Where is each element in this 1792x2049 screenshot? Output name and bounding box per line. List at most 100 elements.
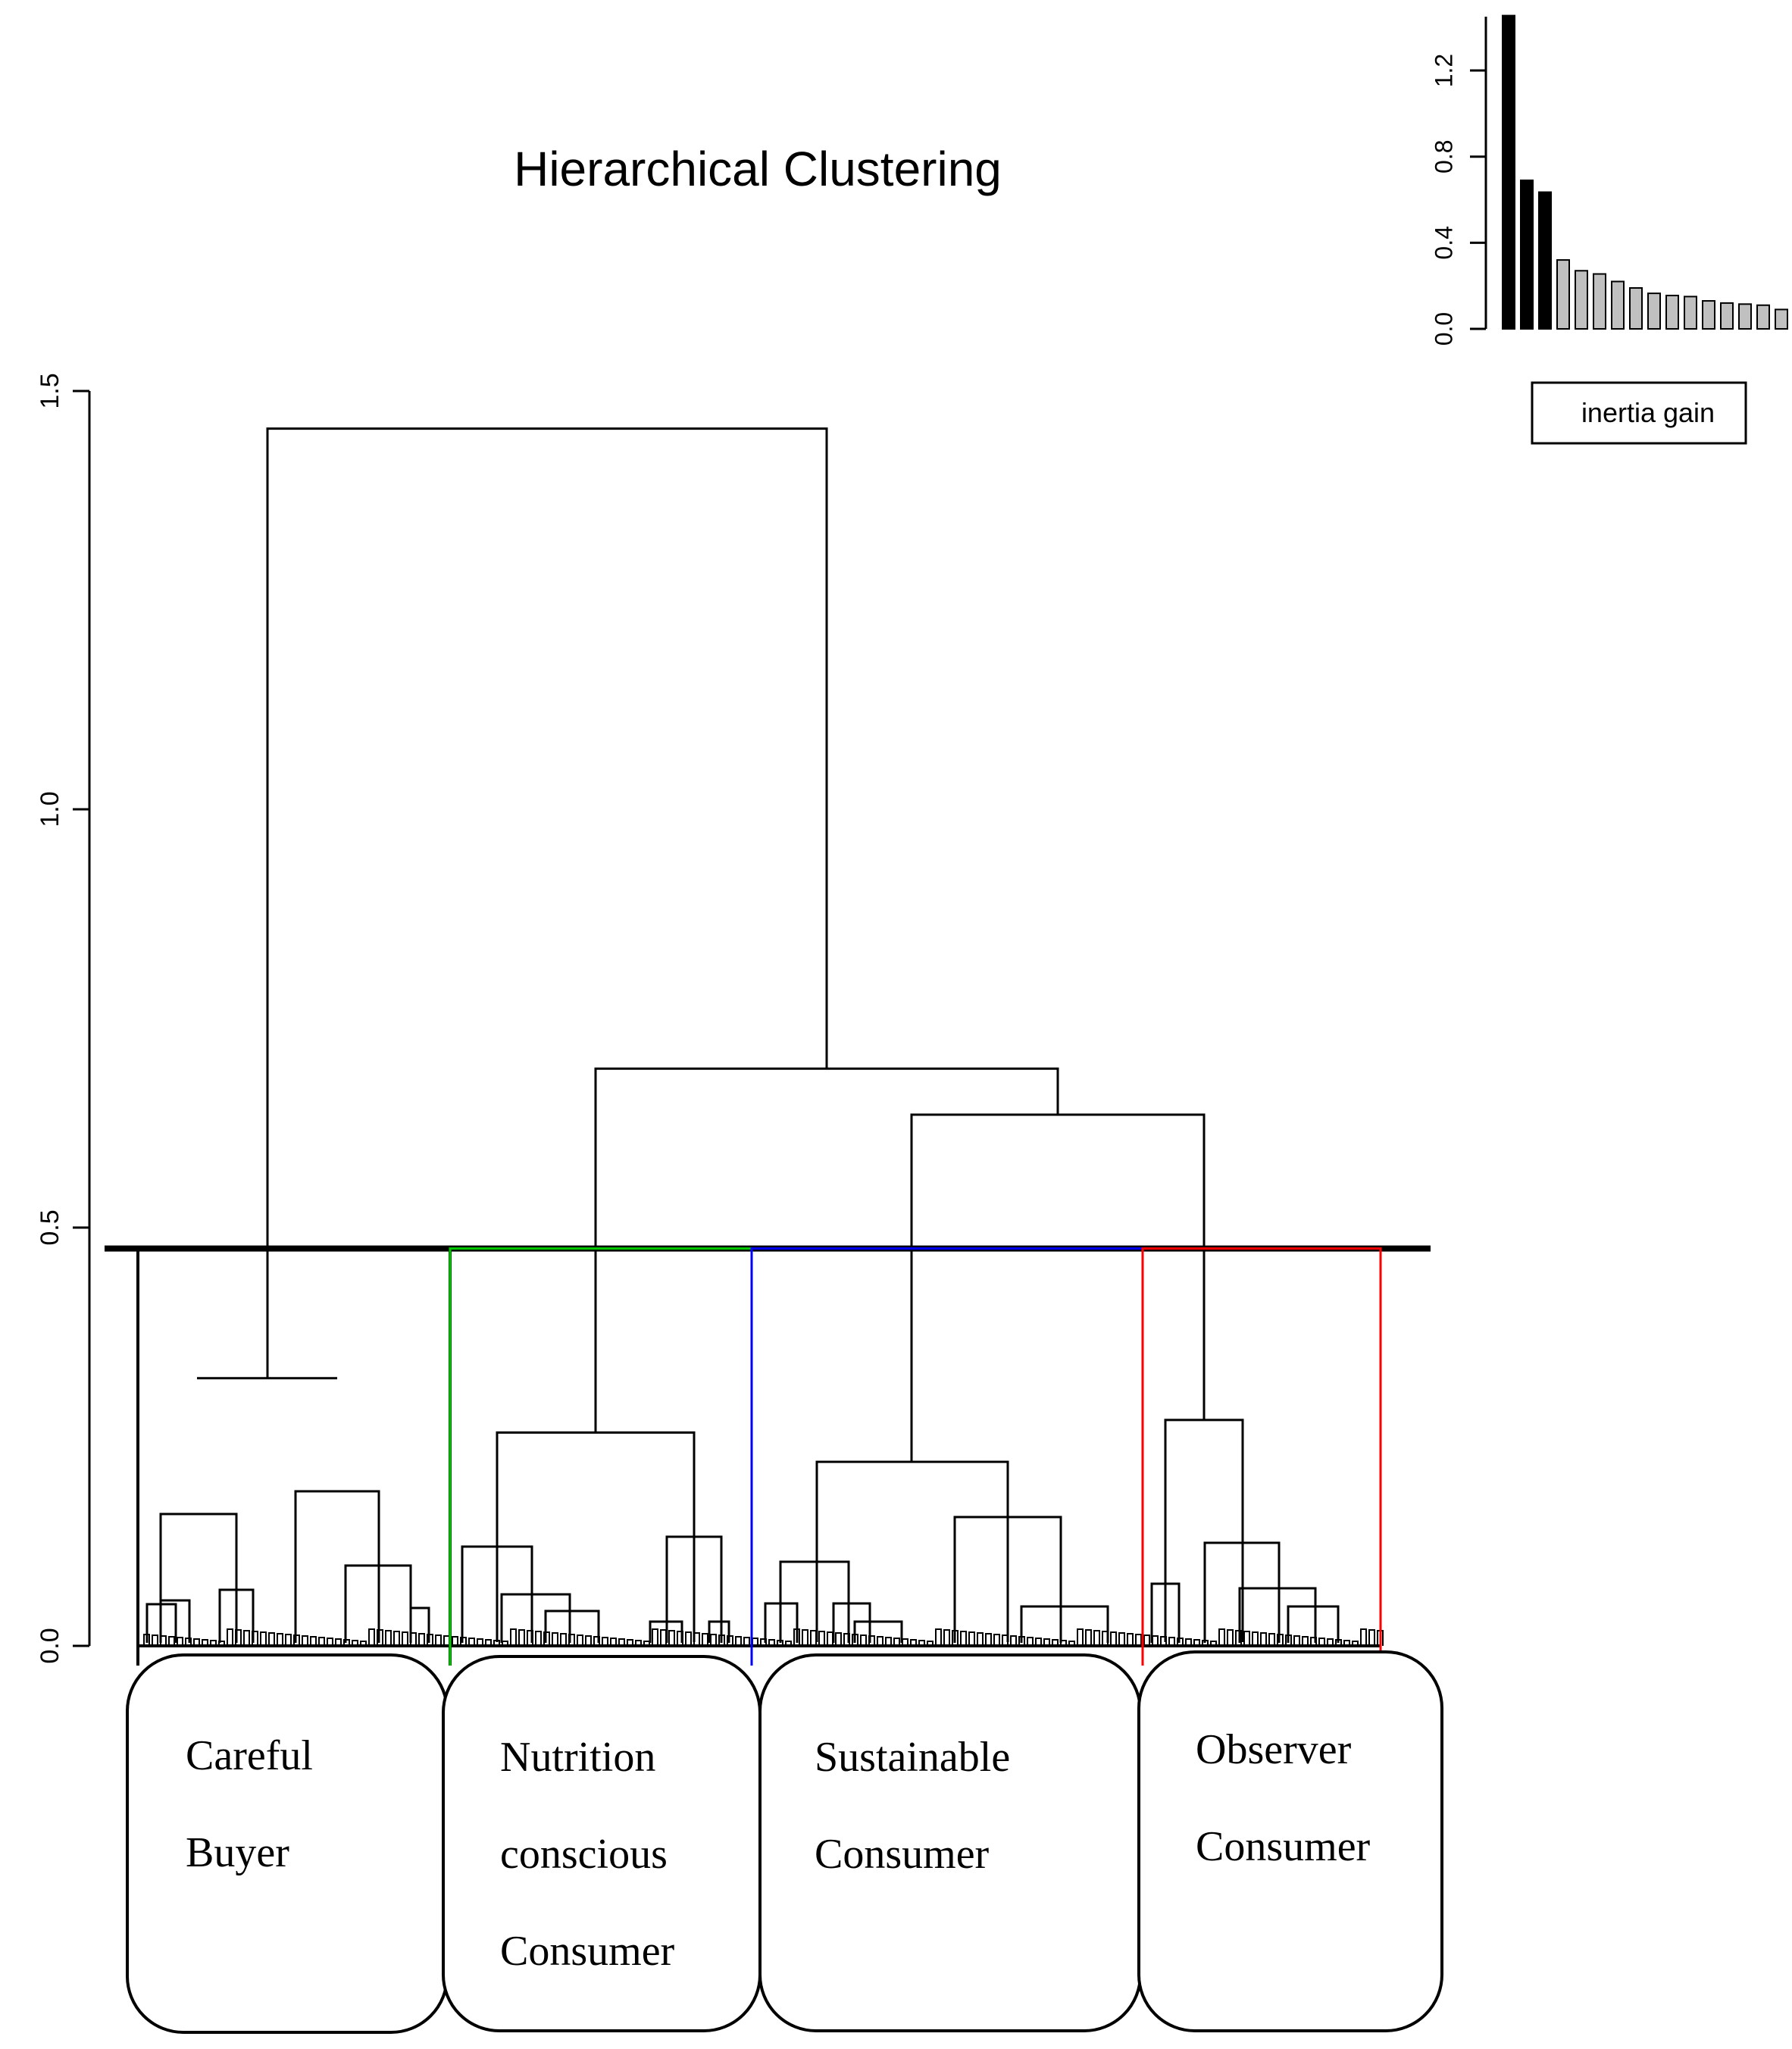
leaf-link [685, 1631, 692, 1646]
leaf-link [1327, 1638, 1334, 1646]
leaf-link [1318, 1638, 1325, 1646]
cluster-label-line: conscious [500, 1831, 668, 1878]
leaf-link [385, 1630, 392, 1646]
leaf-link [202, 1639, 208, 1646]
leaf-link [760, 1638, 767, 1646]
leaf-link [1018, 1636, 1025, 1646]
inset-y-tick-label: 0.0 [1430, 312, 1457, 346]
subcluster-link [145, 1603, 177, 1643]
subcluster-link [853, 1620, 903, 1643]
merge-sustainable-observer-link [910, 1113, 1206, 1462]
leaf-link [268, 1632, 275, 1646]
leaf-link [1035, 1638, 1042, 1646]
leaf-link [960, 1631, 967, 1646]
leaf-link [1068, 1641, 1075, 1646]
leaf-link [593, 1636, 600, 1646]
leaf-link [660, 1629, 667, 1646]
leaf-link [260, 1631, 267, 1646]
leaf-link [1202, 1640, 1209, 1646]
cluster-label-line: Careful [186, 1732, 313, 1779]
leaf-link [1285, 1635, 1292, 1646]
inset-bar [1775, 308, 1788, 330]
leaf-link [1368, 1629, 1375, 1646]
subcluster-link [159, 1599, 191, 1643]
cluster-label-line: Sustainable [815, 1734, 1010, 1781]
leaf-link [210, 1640, 217, 1646]
leaf-link [427, 1634, 433, 1646]
inset-bar [1647, 292, 1661, 330]
subcluster-link [294, 1490, 380, 1643]
leaf-link [352, 1640, 358, 1646]
y-tick-label: 1.5 [36, 373, 64, 408]
leaf-link [910, 1639, 917, 1646]
cluster-label-line: Buyer [186, 1829, 289, 1876]
leaf-link [177, 1637, 183, 1646]
leaf-link [652, 1628, 658, 1646]
leaf-link [777, 1640, 783, 1646]
leaf-link [518, 1629, 525, 1646]
leaf-link [435, 1635, 442, 1646]
leaf-link [1277, 1634, 1284, 1646]
subcluster-link [409, 1606, 430, 1643]
leaf-link [993, 1634, 1000, 1646]
inset-bar [1556, 259, 1570, 330]
leaf-link [893, 1638, 900, 1646]
leaf-link [168, 1636, 175, 1646]
leaf-link [502, 1641, 508, 1646]
leaf-link [635, 1640, 642, 1646]
leaf-link [485, 1639, 492, 1646]
leaf-link [1218, 1628, 1225, 1646]
leaf-link [160, 1635, 167, 1646]
subcluster-link [1238, 1587, 1317, 1643]
subcluster-link [1020, 1605, 1109, 1643]
leaf-link [1152, 1635, 1159, 1646]
leaf-link [1085, 1629, 1092, 1646]
subcluster-link [1203, 1541, 1281, 1643]
cluster-label-line: Consumer [500, 1928, 675, 1975]
leaf-link [610, 1638, 617, 1646]
subcluster-link [218, 1588, 255, 1643]
leaf-link [1135, 1634, 1142, 1646]
leaf-link [1210, 1641, 1217, 1646]
leaf-link [618, 1638, 625, 1646]
leaf-link [952, 1630, 959, 1646]
leaf-link [802, 1629, 808, 1646]
leaf-link [193, 1638, 200, 1646]
inset-bar [1665, 294, 1679, 330]
inset-bar [1502, 14, 1515, 330]
leaf-link [1343, 1640, 1350, 1646]
leaf-link [227, 1628, 233, 1646]
leaf-link [643, 1641, 650, 1646]
leaf-link [1193, 1639, 1200, 1646]
leaf-link [1177, 1638, 1184, 1646]
leaf-link [768, 1639, 775, 1646]
leaf-link [1352, 1641, 1359, 1646]
leaf-link [818, 1631, 825, 1646]
inset-y-tick-label: 1.2 [1430, 54, 1457, 87]
leaf-link [1243, 1631, 1250, 1646]
inset-bar [1520, 179, 1534, 330]
subcluster-link [544, 1609, 600, 1643]
inertia-gain-inset: 0.0 0.4 0.8 1.2 inertia gain [1430, 14, 1788, 445]
leaf-link [552, 1632, 558, 1646]
inset-bar [1611, 280, 1625, 330]
leaf-link [1235, 1630, 1242, 1646]
leaf-link [527, 1630, 533, 1646]
inset-legend-label: inertia gain [1581, 397, 1715, 428]
leaf-link [835, 1632, 842, 1646]
leaf-link [985, 1633, 992, 1646]
leaf-link [1302, 1636, 1309, 1646]
leaf-link [343, 1639, 350, 1646]
leaf-link [1127, 1633, 1134, 1646]
subcluster-link [500, 1593, 571, 1643]
cluster-cut [105, 1245, 1431, 1666]
leaf-link [1160, 1636, 1167, 1646]
leaf-link [310, 1636, 317, 1646]
leaf-link [868, 1635, 875, 1646]
leaf-link [1077, 1628, 1084, 1646]
cluster-rect-2 [449, 1247, 753, 1666]
y-axis: 0.0 0.5 1.0 1.5 [36, 373, 91, 1664]
leaf-link [1360, 1628, 1367, 1646]
y-tick-label: 1.0 [36, 791, 64, 827]
leaf-link [968, 1631, 975, 1646]
